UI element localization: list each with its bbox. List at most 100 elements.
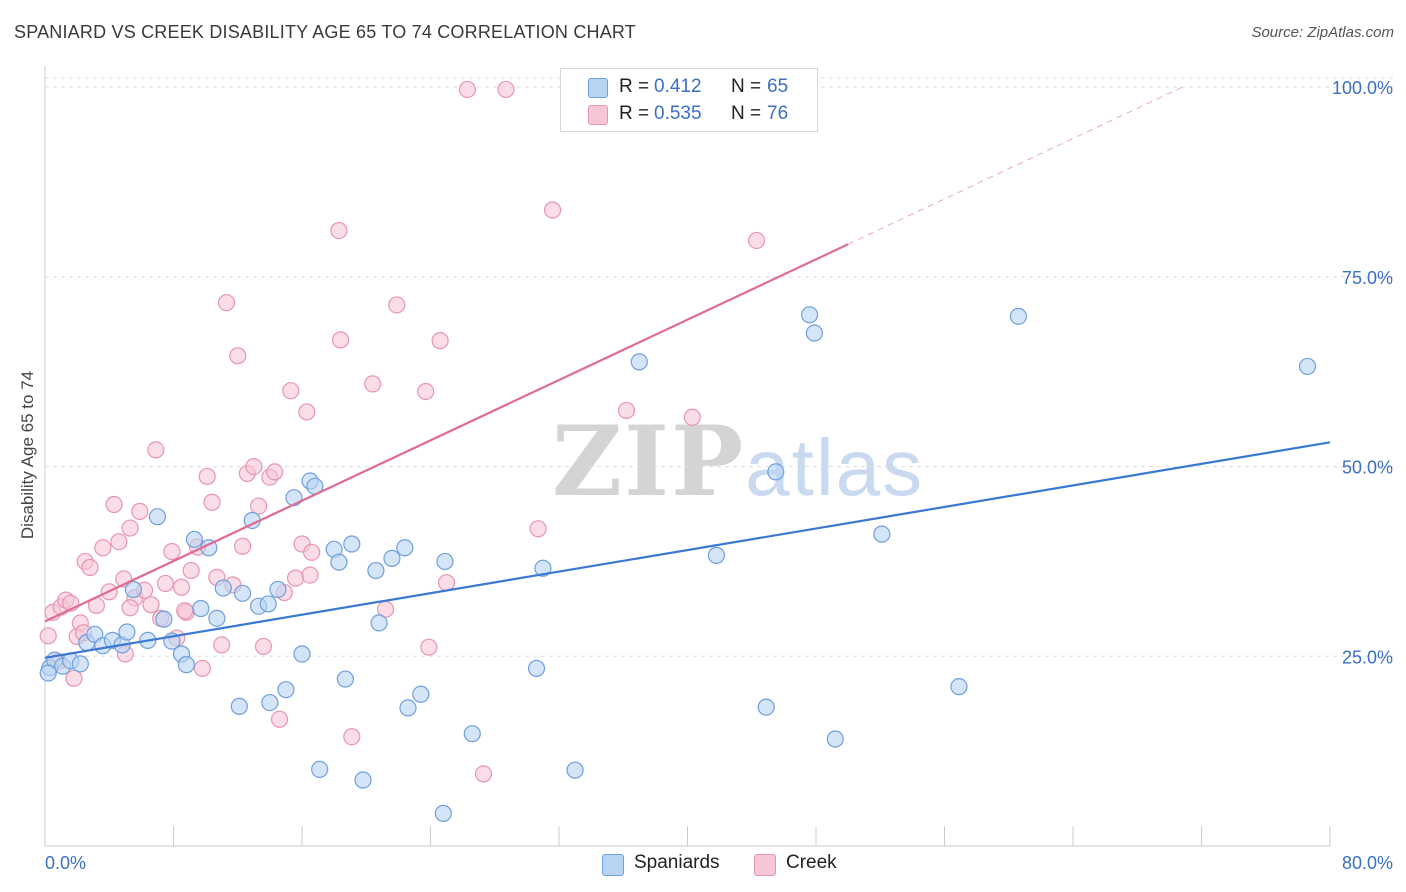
spaniards-point bbox=[434, 804, 452, 822]
spaniards-point bbox=[192, 599, 210, 618]
spaniards-trend-line bbox=[44, 441, 1331, 659]
creek-point bbox=[286, 569, 305, 587]
tick-labels: 25.0% 50.0% 75.0% 100.0% 0.0% 80.0% bbox=[45, 78, 1393, 873]
legend-row-spaniards: R = 0.412 N = 65 bbox=[561, 74, 817, 100]
watermark: ZIPatlas bbox=[552, 405, 924, 518]
creek-point bbox=[431, 332, 449, 350]
watermark-zip: ZIP bbox=[552, 405, 746, 518]
spaniards-point bbox=[707, 546, 726, 564]
creek-point bbox=[298, 403, 316, 421]
creek-point bbox=[81, 558, 99, 577]
creek-point bbox=[747, 231, 766, 250]
spaniards-point bbox=[259, 595, 277, 613]
creek-point bbox=[176, 602, 194, 620]
legend-swatch-creek bbox=[754, 854, 776, 876]
spaniards-point bbox=[118, 623, 136, 641]
spaniards-point bbox=[566, 761, 584, 779]
y-tick-label: 50.0% bbox=[1342, 458, 1393, 478]
creek-point bbox=[217, 294, 236, 312]
creek-trend-extension bbox=[847, 85, 1186, 245]
spaniards-point bbox=[148, 508, 167, 526]
y-tick-label: 100.0% bbox=[1332, 78, 1393, 98]
creek-point bbox=[156, 574, 175, 593]
spaniards-point bbox=[399, 699, 417, 717]
legend-label-creek: Creek bbox=[786, 852, 837, 873]
chart-title: SPANIARD VS CREEK DISABILITY AGE 65 TO 7… bbox=[14, 22, 636, 42]
creek-point bbox=[437, 574, 456, 592]
spaniards-point bbox=[269, 580, 287, 599]
spaniards-point bbox=[800, 306, 819, 324]
axes bbox=[44, 66, 1331, 847]
trend-lines bbox=[44, 85, 1331, 659]
spaniards-point bbox=[214, 579, 232, 597]
legend-n-value: 65 bbox=[767, 76, 789, 97]
creek-point bbox=[213, 636, 231, 654]
spaniards-point bbox=[436, 552, 454, 571]
creek-point bbox=[172, 578, 191, 596]
creek-point bbox=[121, 519, 139, 537]
creek-point bbox=[131, 502, 149, 520]
creek-point bbox=[270, 710, 289, 728]
spaniards-point bbox=[177, 656, 195, 674]
legend-label-spaniards: Spaniards bbox=[634, 852, 720, 873]
series-legend: Spaniards Creek bbox=[0, 852, 1406, 878]
creek-point bbox=[529, 520, 547, 538]
creek-point bbox=[331, 331, 350, 349]
spaniards-point bbox=[354, 771, 372, 789]
spaniards-point bbox=[230, 697, 248, 715]
creek-point bbox=[301, 566, 319, 584]
legend-n-value: 76 bbox=[767, 103, 789, 124]
spaniards-point bbox=[293, 645, 311, 663]
spaniards-point bbox=[343, 535, 361, 553]
creek-point bbox=[388, 296, 406, 314]
spaniards-point bbox=[767, 463, 785, 481]
creek-point bbox=[182, 561, 200, 580]
creek-point bbox=[110, 533, 128, 551]
creek-point bbox=[364, 375, 382, 393]
creek-point bbox=[39, 627, 57, 645]
creek-point bbox=[65, 669, 83, 687]
spaniards-point bbox=[1009, 307, 1027, 325]
creek-point bbox=[254, 637, 273, 656]
creek-point bbox=[94, 539, 112, 557]
spaniards-point bbox=[185, 530, 203, 549]
creek-series bbox=[39, 80, 766, 783]
spaniards-point bbox=[805, 324, 823, 342]
creek-point bbox=[105, 495, 123, 514]
creek-point bbox=[303, 543, 321, 561]
spaniards-point bbox=[336, 670, 354, 688]
legend-n-label: N = bbox=[731, 76, 762, 97]
legend-n-label: N = bbox=[731, 103, 762, 124]
creek-point bbox=[147, 441, 165, 459]
creek-point bbox=[266, 463, 284, 481]
creek-point bbox=[417, 382, 435, 401]
creek-point bbox=[250, 497, 268, 515]
spaniards-point bbox=[873, 525, 891, 543]
creek-point bbox=[497, 80, 515, 99]
spaniards-point bbox=[396, 539, 414, 557]
creek-point bbox=[683, 408, 701, 426]
correlation-legend: R = 0.412 N = 65 R = 0.535 N = 76 bbox=[560, 68, 818, 132]
x-tick-label: 80.0% bbox=[1342, 853, 1393, 873]
creek-point bbox=[121, 599, 139, 617]
legend-row-creek: R = 0.535 N = 76 bbox=[561, 101, 817, 127]
legend-swatch-creek bbox=[588, 105, 608, 125]
creek-point bbox=[458, 80, 477, 99]
spaniards-point bbox=[367, 561, 385, 580]
spaniards-point bbox=[261, 693, 279, 712]
spaniards-point bbox=[233, 584, 252, 602]
spaniards-point bbox=[757, 698, 775, 716]
creek-point bbox=[203, 493, 221, 511]
legend-r-value: 0.535 bbox=[654, 103, 702, 124]
spaniards-point bbox=[39, 664, 57, 682]
legend-r-value: 0.412 bbox=[654, 76, 702, 97]
spaniards-point bbox=[155, 610, 173, 628]
spaniards-point bbox=[383, 549, 401, 568]
spaniards-point bbox=[330, 553, 348, 571]
spaniards-point bbox=[826, 730, 844, 748]
creek-point bbox=[474, 765, 493, 783]
creek-point bbox=[233, 537, 252, 555]
spaniards-point bbox=[630, 353, 648, 371]
y-tick-label: 25.0% bbox=[1342, 647, 1393, 667]
